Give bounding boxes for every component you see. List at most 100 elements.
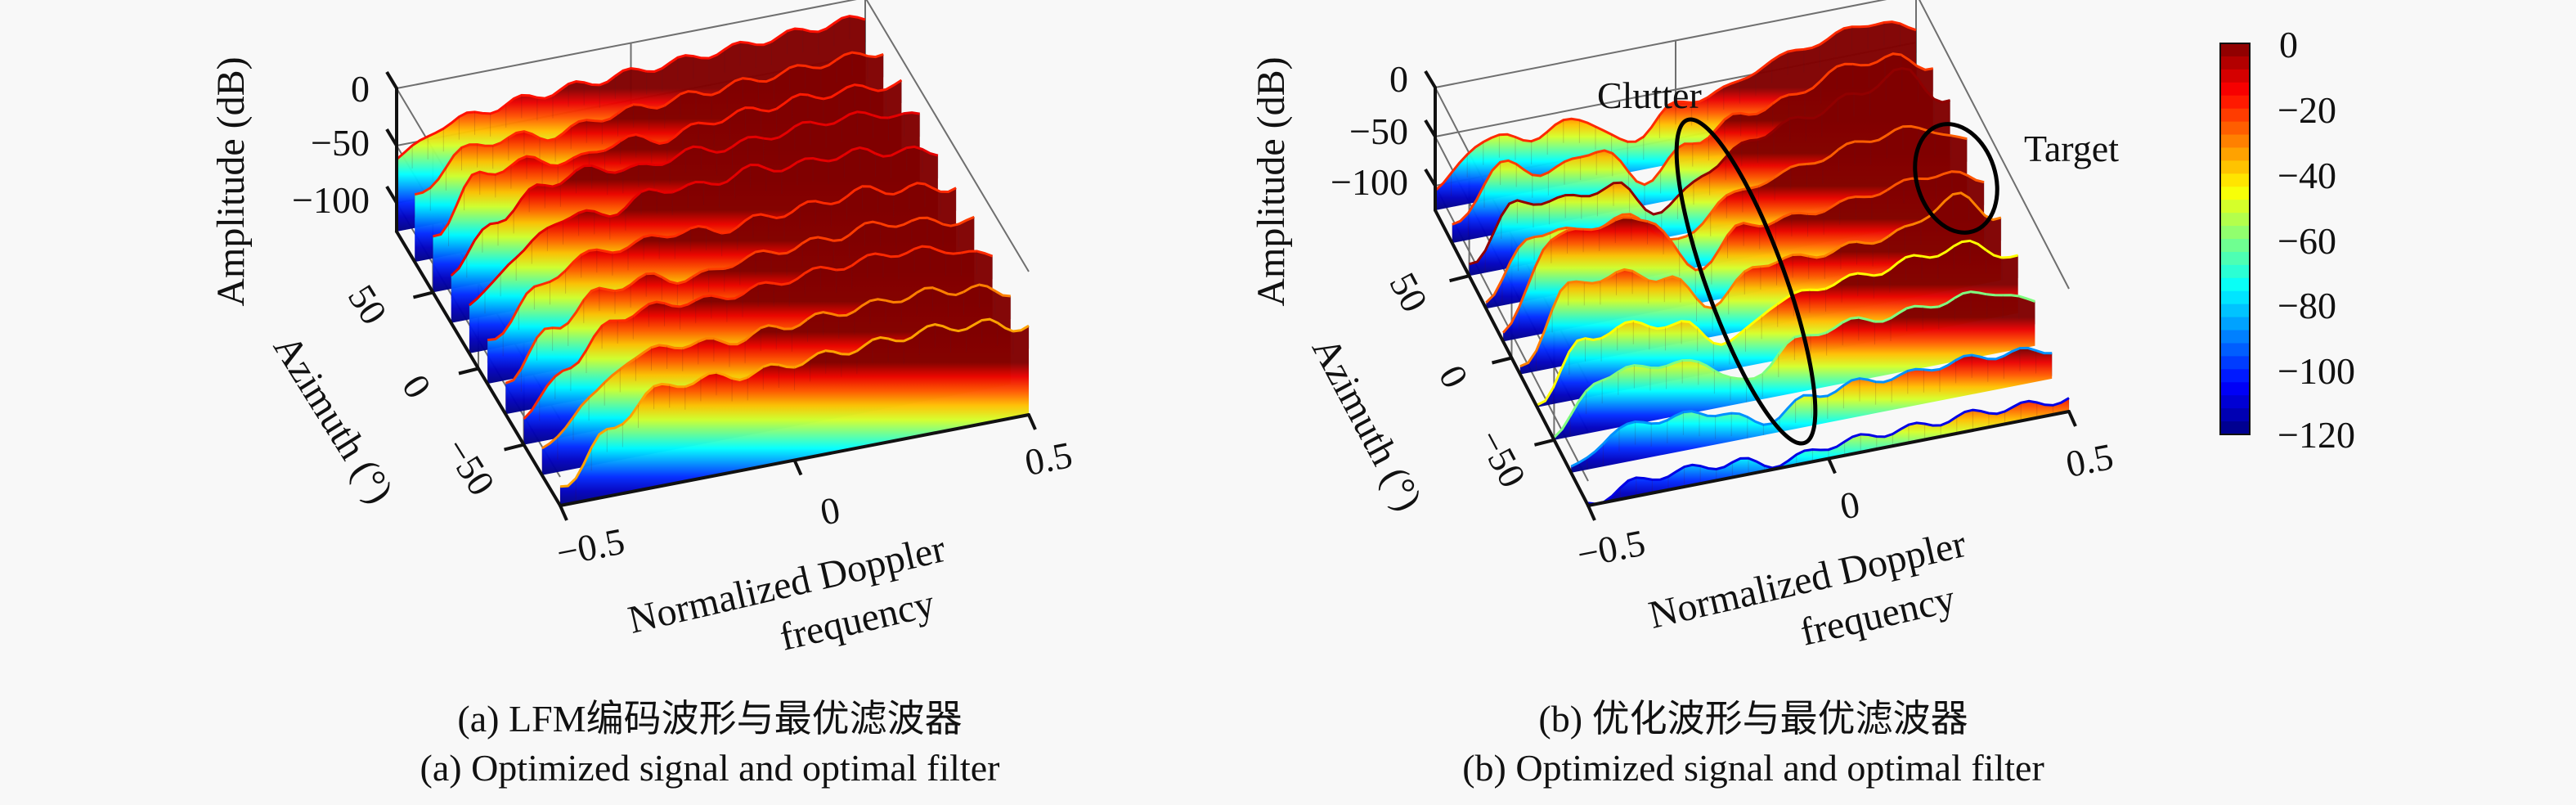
plot-b-ztick-2: −100	[1331, 161, 1408, 203]
surface-row	[1588, 398, 2069, 506]
x-tick-mark-2	[1027, 414, 1037, 430]
colorbar-cell	[2220, 82, 2250, 97]
plot-a-ztick-1: −50	[311, 122, 370, 164]
plot-b-zlabel: Amplitude (dB)	[1250, 56, 1293, 306]
caption-a-chinese: (a) LFM编码波形与最优滤波器	[457, 698, 963, 740]
z-tick-mark-1	[385, 128, 398, 147]
x-tick-mark-1	[1827, 457, 1837, 474]
caption-b-chinese: (b) 优化波形与最优滤波器	[1538, 698, 1968, 740]
y-tick-mark-1	[1492, 356, 1512, 365]
colorbar-cells	[2220, 43, 2250, 435]
colorbar-cell	[2220, 56, 2250, 70]
surface-ridge	[414, 51, 884, 196]
surface-ridge	[541, 283, 1011, 450]
surface-row	[1537, 241, 2018, 407]
y-tick-mark-2	[1533, 438, 1555, 447]
surface-ridge	[1501, 170, 1985, 334]
surface-ridge	[1434, 20, 1917, 192]
z-tick-mark-1	[1424, 119, 1437, 138]
plot-b-ztick-0: 0	[1389, 58, 1408, 100]
surface-ridge	[505, 215, 975, 385]
colorbar-tick-5: −100	[2278, 350, 2355, 392]
surface-ridge	[1469, 67, 1950, 266]
z-tick-mark-2	[385, 185, 398, 205]
surface-ridge	[559, 317, 1030, 488]
colorbar-tick-6: −120	[2278, 414, 2355, 456]
surface-row	[1469, 68, 1950, 277]
surface-ridge	[468, 145, 939, 307]
colorbar-cell	[2220, 330, 2250, 344]
plot-b-surface	[1434, 20, 2070, 506]
plot-b-axes	[1424, 70, 2077, 521]
surface-ridge	[1537, 239, 2019, 407]
clutter-annotation: Clutter	[1597, 74, 1702, 116]
plot-a-surface	[396, 15, 1030, 506]
x-tick-mark-0	[559, 505, 568, 521]
colorbar-cell	[2220, 408, 2250, 422]
surface-ridge	[1485, 124, 1968, 304]
plot-a-axes	[385, 70, 1037, 521]
colorbar-tick-4: −80	[2278, 285, 2336, 326]
colorbar-cell	[2220, 277, 2250, 292]
colorbar-cell	[2220, 43, 2250, 57]
colorbar-cell	[2220, 213, 2250, 227]
surface-ridge	[1587, 397, 2070, 506]
colorbar-cell	[2220, 356, 2250, 370]
y-tick-mark-0	[412, 290, 433, 299]
surface-ridge	[523, 245, 994, 420]
colorbar-cell	[2220, 304, 2250, 318]
plot-b-ztick-1: −50	[1349, 110, 1408, 152]
colorbar-cell	[2220, 200, 2250, 214]
surface-ridge	[1452, 52, 1934, 226]
colorbar-cell	[2220, 290, 2250, 305]
x-tick-mark-0	[1586, 505, 1596, 521]
colorbar-cell	[2220, 187, 2250, 200]
colorbar-cell	[2220, 108, 2250, 123]
colorbar-cell	[2220, 395, 2250, 409]
colorbar-cell	[2220, 382, 2250, 396]
surface-plot-a: Amplitude (dB) 0 −50 −100 50 0 −50 Azimu…	[209, 0, 1075, 659]
target-ellipse	[1913, 122, 1999, 235]
surface-row	[1554, 291, 2035, 440]
z-tick-mark-0	[385, 70, 398, 90]
colorbar-tick-2: −40	[2278, 155, 2336, 196]
plot-b-xtick-2: 0.5	[2062, 435, 2116, 485]
colorbar-cell	[2220, 160, 2250, 174]
surface-ridge	[450, 110, 920, 277]
surface-ridge	[1553, 290, 2035, 438]
x-tick-mark-1	[792, 459, 803, 476]
x-tick-mark-2	[2067, 411, 2077, 427]
surface-row	[560, 319, 1029, 506]
plot-a-ztick-0: 0	[351, 68, 370, 110]
surface-ridge	[433, 79, 903, 238]
caption-a-english: (a) Optimized signal and optimal filter	[420, 747, 1000, 789]
surface-row	[1571, 348, 2053, 473]
colorbar-cell	[2220, 317, 2250, 331]
plot-a-ztick-2: −100	[292, 179, 370, 221]
colorbar-cell	[2220, 226, 2250, 240]
surface-ridge	[487, 182, 957, 342]
plot-a-zlabel: Amplitude (dB)	[209, 56, 253, 306]
y-tick-mark-1	[458, 367, 479, 376]
z-tick-mark-2	[1424, 168, 1437, 187]
surface-ridge	[396, 15, 866, 160]
clutter-ellipse	[1674, 117, 1818, 446]
target-annotation: Target	[2024, 128, 2119, 169]
colorbar-cell	[2220, 343, 2250, 357]
plot-a-xtick-2: 0.5	[1021, 434, 1075, 483]
colorbar-cell	[2220, 69, 2250, 83]
caption-b-english: (b) Optimized signal and optimal filter	[1462, 747, 2044, 789]
surface-ridge	[1519, 191, 2002, 368]
colorbar-frame	[2219, 43, 2251, 435]
colorbar-cell	[2220, 421, 2250, 435]
colorbar-tick-3: −60	[2278, 220, 2336, 262]
y-tick-mark-0	[1449, 274, 1470, 283]
y-tick-mark-2	[504, 443, 525, 452]
colorbar-cell	[2220, 173, 2250, 187]
colorbar-cell	[2220, 264, 2250, 279]
surface-row	[1435, 21, 1916, 210]
colorbar-cell	[2220, 239, 2250, 253]
surface-plot-b: Amplitude (dB) 0 −50 −100 50 0 −50 Azimu…	[1250, 0, 2119, 654]
